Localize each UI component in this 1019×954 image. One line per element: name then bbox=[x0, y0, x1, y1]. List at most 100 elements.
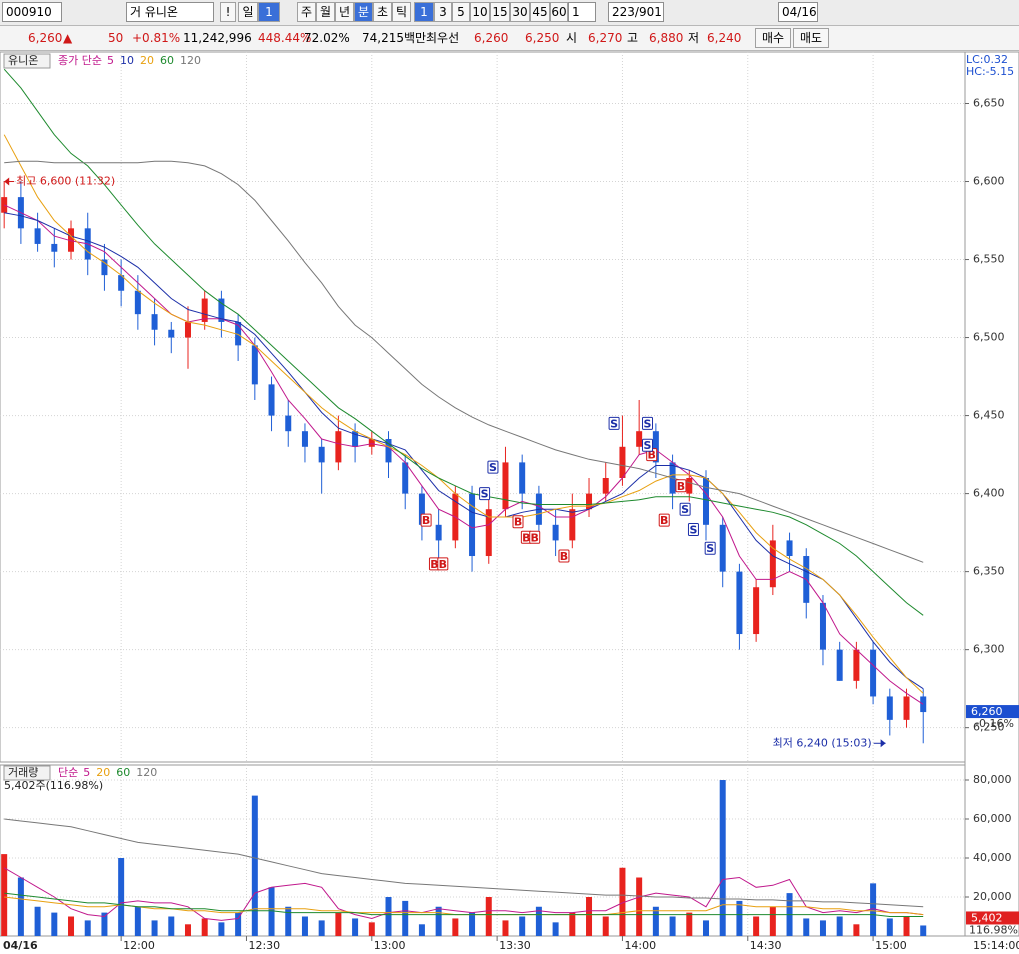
candle-body bbox=[870, 649, 877, 697]
date-input[interactable]: 04/16 bbox=[778, 2, 818, 22]
legend-entry: 20 bbox=[140, 54, 154, 67]
ask: 6,260 bbox=[474, 31, 509, 45]
annotation-head bbox=[4, 177, 10, 186]
signal-marker bbox=[437, 557, 449, 571]
volume-bar bbox=[17, 877, 24, 936]
amount: 74,215백만 bbox=[362, 31, 427, 45]
open: 6,270 bbox=[588, 31, 623, 45]
minute-button[interactable]: 5 bbox=[452, 2, 470, 22]
minute-button[interactable]: 30 bbox=[510, 2, 530, 22]
rate: +0.81% bbox=[132, 31, 181, 45]
ma-line bbox=[3, 68, 924, 616]
signal-label: S bbox=[689, 523, 697, 536]
volume-bar bbox=[402, 900, 409, 936]
minute-button[interactable]: 15 bbox=[490, 2, 510, 22]
signal-label: S bbox=[489, 461, 497, 474]
candle-body bbox=[686, 478, 693, 494]
x-tick-label: 14:30 bbox=[750, 939, 782, 952]
legend-label: 종가 단순 bbox=[58, 54, 102, 67]
volume-bar bbox=[569, 912, 576, 936]
volume-bar bbox=[920, 925, 927, 936]
candle-body bbox=[1, 197, 8, 213]
y-tick-label: 6,400 bbox=[973, 487, 1005, 500]
legend-entry: 20 bbox=[96, 766, 110, 779]
legend-box bbox=[3, 53, 51, 69]
date-label: 04/16 bbox=[3, 939, 38, 952]
period-button[interactable]: 주 bbox=[297, 2, 316, 22]
legend-entry: 5 bbox=[107, 54, 114, 67]
candle-body bbox=[836, 649, 843, 681]
volume-bar bbox=[636, 877, 643, 936]
volume-bar bbox=[134, 906, 141, 936]
volume-bar bbox=[853, 924, 860, 936]
y-tick-label: 20,000 bbox=[973, 890, 1012, 903]
signal-label: B bbox=[514, 516, 522, 529]
period-button[interactable]: 틱 bbox=[392, 2, 411, 22]
signal-marker bbox=[420, 513, 432, 527]
signal-label: B bbox=[430, 558, 438, 571]
candle-body bbox=[702, 478, 709, 525]
count-input[interactable]: 223/901 bbox=[608, 2, 664, 22]
candle-body bbox=[352, 431, 359, 447]
y-tick-label: 6,600 bbox=[973, 175, 1005, 188]
day-button[interactable]: 일 bbox=[238, 2, 258, 22]
volume-bar bbox=[719, 780, 726, 936]
volume-bar bbox=[903, 916, 910, 936]
bid: 6,250 bbox=[525, 31, 560, 45]
ma-line bbox=[4, 818, 924, 908]
y-tick-label: 80,000 bbox=[973, 773, 1012, 786]
minute-button[interactable]: 3 bbox=[434, 2, 452, 22]
sell-button[interactable]: 매도 bbox=[793, 28, 829, 48]
minute-button[interactable]: 1 bbox=[414, 2, 434, 22]
minute-button[interactable]: 60 bbox=[550, 2, 568, 22]
annotation-head bbox=[880, 739, 886, 748]
x-tick-label: 13:00 bbox=[374, 939, 406, 952]
candle-body bbox=[184, 321, 191, 338]
last-change: -0.16% bbox=[975, 717, 1014, 730]
minute-button[interactable]: 10 bbox=[470, 2, 490, 22]
volume-bar bbox=[34, 906, 41, 936]
volume-bar bbox=[485, 897, 492, 936]
quote-bar: 6,260 ▲ 50 +0.81% 11,242,996 448.44% 72.… bbox=[0, 26, 1019, 51]
candle-body bbox=[368, 438, 375, 447]
candle-body bbox=[502, 462, 509, 510]
name-input[interactable]: 거 유니온 bbox=[126, 2, 214, 22]
volume: 11,242,996 bbox=[183, 31, 252, 45]
candle-body bbox=[519, 462, 526, 494]
signal-marker bbox=[704, 541, 716, 555]
volume-bar bbox=[736, 900, 743, 936]
volume-bar bbox=[318, 920, 325, 936]
y-tick-label: 6,450 bbox=[973, 409, 1005, 422]
code-input[interactable]: 000910 bbox=[2, 2, 62, 22]
low-label: 저 bbox=[688, 31, 700, 45]
open-label: 시 bbox=[566, 31, 578, 45]
period-button[interactable]: 분 bbox=[354, 2, 373, 22]
legend-entry: 120 bbox=[136, 766, 157, 779]
period-button[interactable]: 월 bbox=[316, 2, 335, 22]
period-button[interactable]: 초 bbox=[373, 2, 392, 22]
volume-bar bbox=[1, 854, 8, 936]
alert-button[interactable]: ! bbox=[220, 2, 236, 22]
volume-bar bbox=[301, 916, 308, 936]
buy-button[interactable]: 매수 bbox=[755, 28, 791, 48]
candle-body bbox=[218, 298, 225, 322]
candle-body bbox=[335, 431, 342, 463]
period-button[interactable]: 년 bbox=[335, 2, 354, 22]
candle-body bbox=[101, 259, 108, 276]
candle-body bbox=[586, 493, 593, 510]
legend-entry: 5 bbox=[83, 766, 90, 779]
volume-bar bbox=[435, 906, 442, 936]
day-count[interactable]: 1 bbox=[258, 2, 280, 22]
hc-label: HC:-5.15 bbox=[966, 65, 1014, 78]
candle-body bbox=[268, 384, 275, 416]
candle-body bbox=[285, 415, 292, 432]
minute-button[interactable]: 45 bbox=[530, 2, 550, 22]
unit-input[interactable]: 1 bbox=[568, 2, 596, 22]
candle-body bbox=[552, 524, 559, 541]
volume-bar bbox=[753, 916, 760, 936]
x-tick-label: 14:00 bbox=[624, 939, 656, 952]
candle-body bbox=[301, 431, 308, 447]
candle-body bbox=[886, 696, 893, 720]
